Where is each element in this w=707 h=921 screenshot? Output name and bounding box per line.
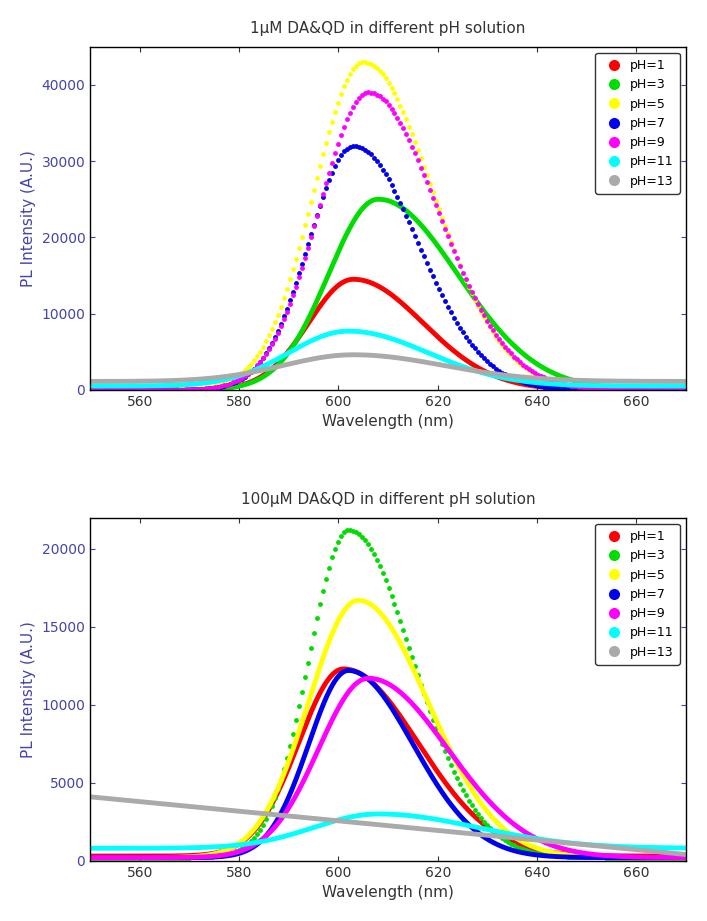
X-axis label: Wavelength (nm): Wavelength (nm) bbox=[322, 414, 454, 429]
Legend: pH=1, pH=3, pH=5, pH=7, pH=9, pH=11, pH=13: pH=1, pH=3, pH=5, pH=7, pH=9, pH=11, pH=… bbox=[595, 53, 680, 194]
X-axis label: Wavelength (nm): Wavelength (nm) bbox=[322, 885, 454, 900]
Y-axis label: PL Intensity (A.U.): PL Intensity (A.U.) bbox=[21, 150, 36, 286]
Y-axis label: PL Intensity (A.U.): PL Intensity (A.U.) bbox=[21, 621, 36, 758]
Title: 1μM DA&QD in different pH solution: 1μM DA&QD in different pH solution bbox=[250, 21, 526, 36]
Title: 100μM DA&QD in different pH solution: 100μM DA&QD in different pH solution bbox=[241, 492, 535, 507]
Legend: pH=1, pH=3, pH=5, pH=7, pH=9, pH=11, pH=13: pH=1, pH=3, pH=5, pH=7, pH=9, pH=11, pH=… bbox=[595, 524, 680, 665]
